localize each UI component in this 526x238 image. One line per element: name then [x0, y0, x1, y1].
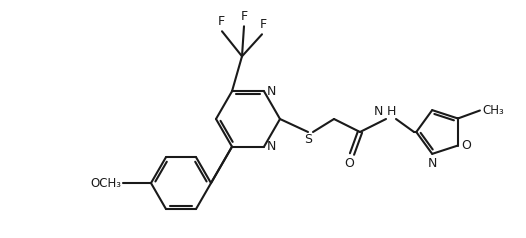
Text: F: F: [217, 15, 225, 28]
Text: N: N: [267, 85, 276, 98]
Text: OCH₃: OCH₃: [90, 177, 121, 190]
Text: F: F: [240, 10, 248, 23]
Text: H: H: [387, 105, 397, 118]
Text: O: O: [344, 157, 354, 170]
Text: CH₃: CH₃: [482, 104, 504, 117]
Text: S: S: [304, 133, 312, 146]
Text: F: F: [259, 18, 267, 31]
Text: N: N: [267, 140, 276, 153]
Text: N: N: [373, 105, 383, 118]
Text: N: N: [428, 157, 437, 170]
Text: O: O: [461, 139, 471, 152]
